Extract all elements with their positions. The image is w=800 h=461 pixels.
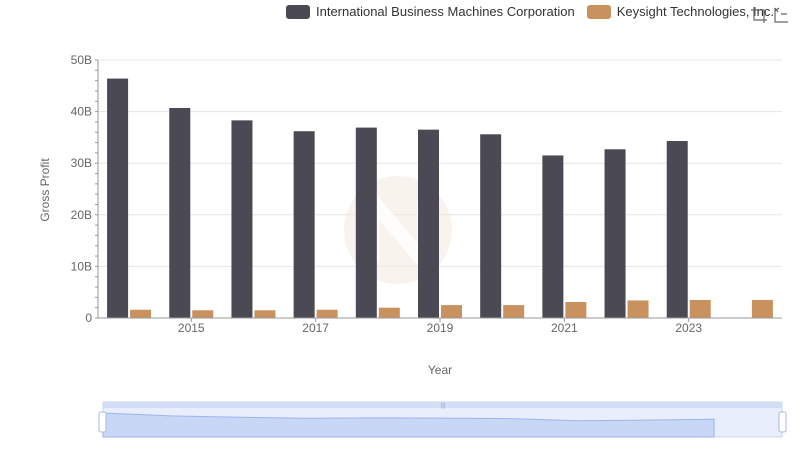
bar-keysight-2023[interactable] [689,299,711,318]
datazoom-handle-left[interactable] [98,411,107,433]
y-tick-label: 50B [71,53,92,67]
datazoom-top-bar[interactable] [103,402,782,408]
x-tick-label: 2021 [551,321,578,335]
datazoom-handle-right[interactable] [778,411,787,433]
x-tick-label: 2019 [427,321,454,335]
x-axis-label: Year [428,363,452,377]
legend-item-ibm[interactable]: International Business Machines Corporat… [286,4,575,19]
legend: International Business Machines Corporat… [286,4,786,19]
legend-label-ibm: International Business Machines Corporat… [316,4,575,19]
legend-item-keysight[interactable]: Keysight Technologies, Inc. [586,4,775,19]
bar-keysight-2022[interactable] [627,300,649,318]
bar-keysight-2017[interactable] [316,309,338,318]
bar-ibm-2014[interactable] [107,78,129,319]
bar-ibm-2023[interactable] [666,141,688,318]
bar-ibm-2018[interactable] [355,127,377,318]
bar-keysight-2018[interactable] [378,307,400,318]
bar-keysight-2016[interactable] [254,310,276,318]
datazoom-grip[interactable]: ||| [441,403,446,409]
y-tick-label: 10B [71,259,92,273]
legend-swatch-keysight [586,4,611,19]
y-tick-label: 20B [71,208,92,222]
zoom-reset-icon[interactable] [772,6,790,24]
bar-ibm-2020[interactable] [480,134,502,318]
datazoom-slider[interactable]: ||| [98,401,787,438]
bar-keysight-2024[interactable] [751,299,773,318]
bar-ibm-2017[interactable] [293,131,315,318]
y-tick-label: 0 [85,311,92,325]
zoom-select-icon[interactable] [750,6,768,24]
bar-keysight-2015[interactable] [192,310,214,318]
legend-swatch-ibm [286,4,310,19]
bar-keysight-2020[interactable] [503,305,525,318]
y-tick-label: 40B [71,105,92,119]
legend-label-keysight: Keysight Technologies, Inc. [616,4,775,19]
datazoom-preview-area [102,412,715,438]
bar-series [107,78,773,319]
bar-ibm-2016[interactable] [231,120,253,318]
axes: 0 10B 20B 30B 40B 50B 2015 2017 2019 2021 2023 [71,53,782,335]
bar-ibm-2021[interactable] [542,155,564,318]
bar-ibm-2015[interactable] [169,107,191,318]
bar-ibm-2019[interactable] [418,129,439,318]
y-tick-label: 30B [71,156,92,170]
x-tick-label: 2023 [675,321,702,335]
y-axis-label: Gross Profit [38,158,52,222]
x-tick-label: 2015 [178,321,205,335]
bar-ibm-2022[interactable] [604,149,626,318]
bar-keysight-2014[interactable] [130,309,152,318]
toolbox [746,6,790,24]
bar-keysight-2021[interactable] [565,302,587,318]
x-tick-label: 2017 [302,321,329,335]
bar-keysight-2019[interactable] [441,305,462,318]
